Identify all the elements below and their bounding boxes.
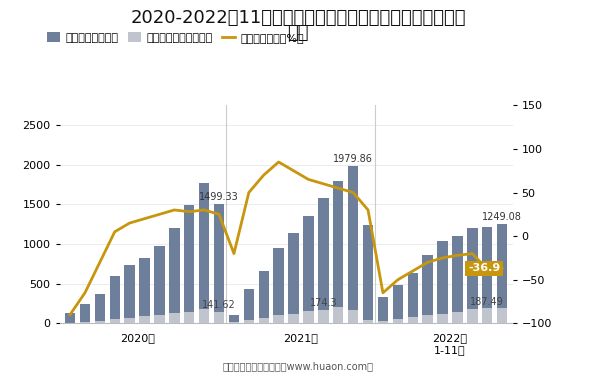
Text: 面积: 面积 [287,24,309,42]
Bar [363,320,373,323]
Bar [125,265,135,323]
Bar [467,309,477,323]
Text: 1499.33: 1499.33 [199,192,239,202]
Text: 制图：华经产业研究院（www.huaon.com）: 制图：华经产业研究院（www.huaon.com） [222,361,374,371]
Text: -36.9: -36.9 [468,263,501,273]
Bar [408,317,418,323]
Bar [497,224,507,323]
Bar [169,314,179,323]
Bar [259,271,269,323]
Bar [169,228,179,323]
Bar [348,166,358,323]
Bar [437,314,448,323]
Bar [214,312,224,323]
Bar [482,308,492,323]
Bar [482,227,492,323]
Bar [348,310,358,323]
Bar [393,319,403,323]
Bar [423,255,433,323]
Bar [214,205,224,323]
Text: 1249.08: 1249.08 [482,212,522,221]
Bar [274,248,284,323]
Bar [80,322,90,323]
Bar [80,304,90,323]
Bar [154,315,164,323]
Text: 2020-2022年11月新疆房地产商品住宅及商品住宅现房销售: 2020-2022年11月新疆房地产商品住宅及商品住宅现房销售 [131,9,465,27]
Bar [423,315,433,323]
Bar [303,216,313,323]
Bar [452,312,462,323]
Bar [467,228,477,323]
Bar [452,236,462,323]
Bar [288,314,299,323]
Bar [139,258,150,323]
Text: 187.49: 187.49 [470,297,504,306]
Bar [303,311,313,323]
Bar [110,276,120,323]
Bar [229,322,239,323]
Bar [65,313,75,323]
Bar [110,319,120,323]
Bar [244,320,254,323]
Bar [393,285,403,323]
Bar [408,273,418,323]
Bar [497,308,507,323]
Bar [125,318,135,323]
Bar [274,315,284,323]
Bar [333,308,343,323]
Bar [318,198,328,323]
Bar [154,246,164,323]
Bar [378,297,388,323]
Bar [139,316,150,323]
Bar [184,312,194,323]
Text: 1979.86: 1979.86 [333,153,373,164]
Bar [184,205,194,323]
Bar [333,181,343,323]
Bar [437,241,448,323]
Text: 141.62: 141.62 [202,300,236,310]
Bar [199,183,209,323]
Bar [318,309,328,323]
Bar [363,225,373,323]
Bar [95,294,105,323]
Bar [288,233,299,323]
Bar [95,321,105,323]
Text: 174.3: 174.3 [309,297,337,308]
Bar [199,309,209,323]
Bar [259,318,269,323]
Bar [378,321,388,323]
Bar [229,315,239,323]
Bar [244,289,254,323]
Legend: 商品住宅（万㎡）, 商品住宅现房（万㎡）, 商品住宅增速（%）: 商品住宅（万㎡）, 商品住宅现房（万㎡）, 商品住宅增速（%） [42,28,309,47]
